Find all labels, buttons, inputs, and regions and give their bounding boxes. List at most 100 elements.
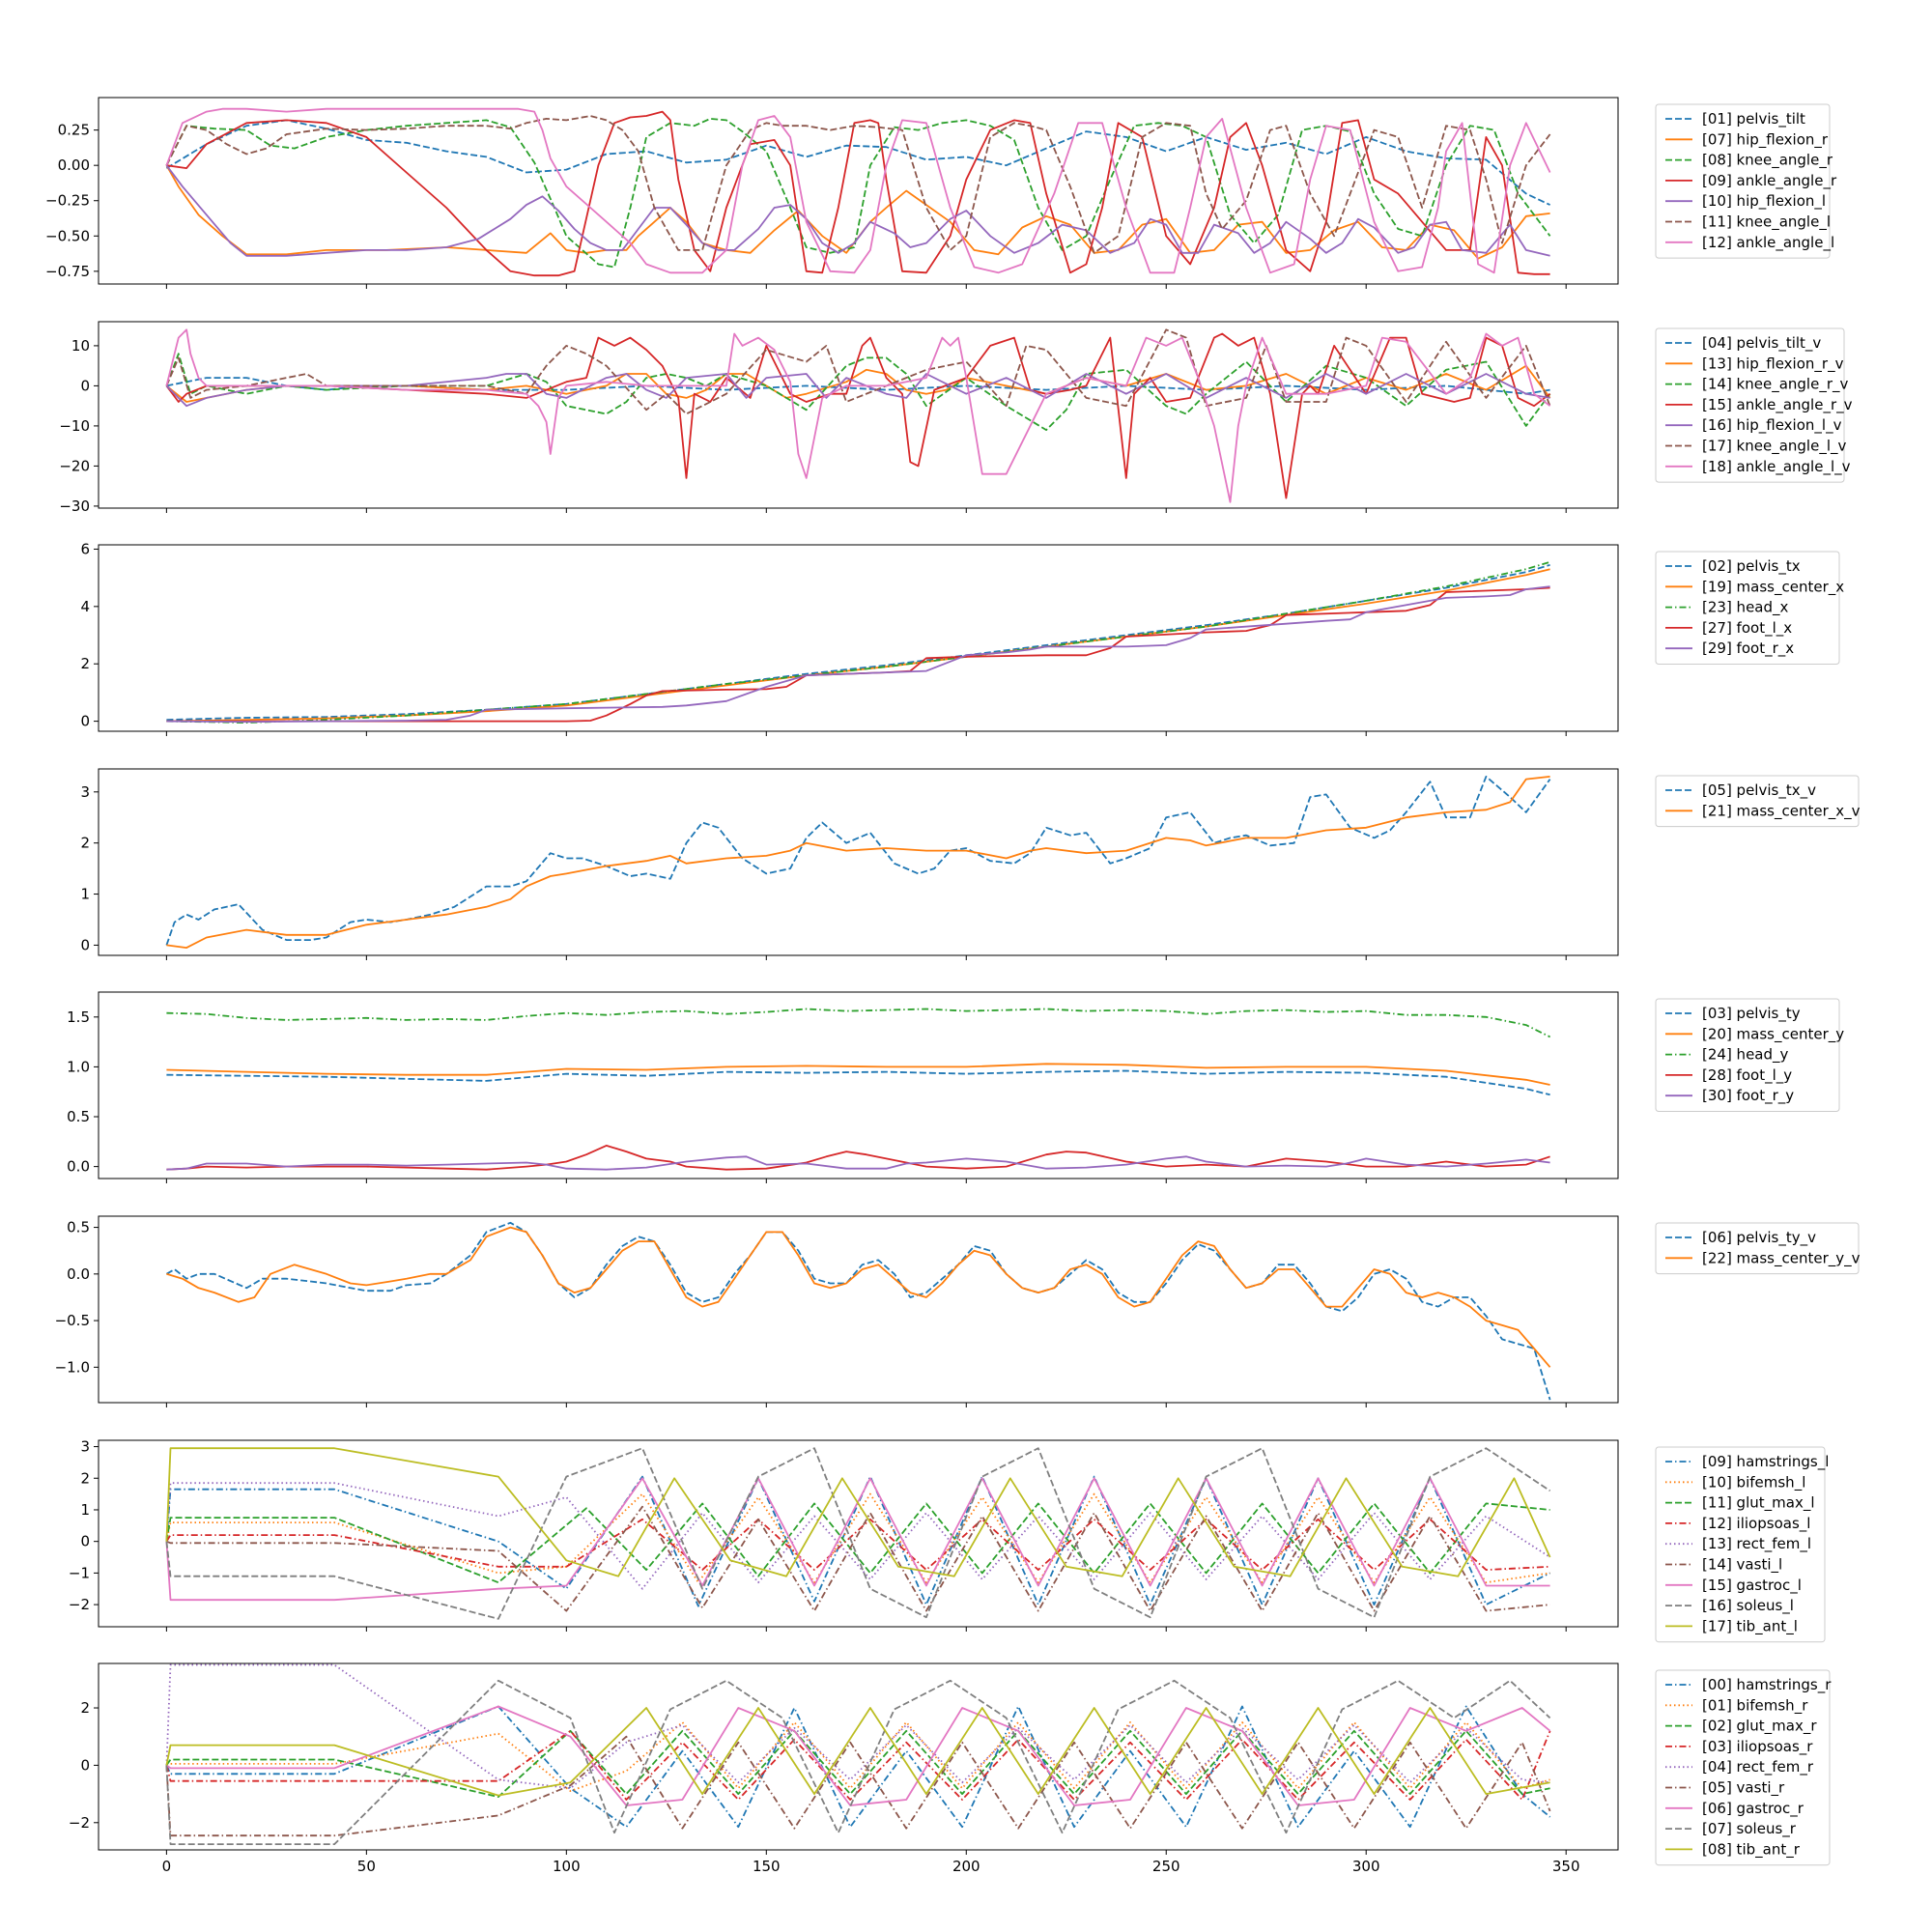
legend-label: [02] pelvis_tx xyxy=(1702,557,1801,576)
legend-label: [04] rect_fem_r xyxy=(1702,1758,1814,1776)
legend: [04] pelvis_tilt_v [13] hip_flexion_r_v [1… xyxy=(1655,327,1853,483)
axes-frame xyxy=(98,97,1619,285)
series-line-8-2 xyxy=(166,1721,1550,1792)
axes-frame xyxy=(98,1662,1619,1851)
axes-frame xyxy=(98,1439,1619,1628)
legend-label: [13] hip_flexion_r_v xyxy=(1702,355,1844,373)
series-line-2-3 xyxy=(165,353,1551,432)
y-tick-label: 4 xyxy=(80,598,90,615)
y-tick-label: 2 xyxy=(80,655,90,672)
legend: [02] pelvis_tx [19] mass_center_x [23] hea… xyxy=(1655,551,1844,665)
series-line-1-7 xyxy=(165,107,1551,274)
legend-label: [30] foot_r_y xyxy=(1702,1087,1794,1105)
series-line-7-1 xyxy=(165,1475,1550,1607)
series-line-4-2 xyxy=(166,776,1550,949)
y-tick-label: 1.0 xyxy=(67,1058,90,1075)
legend-label: [07] soleus_r xyxy=(1702,1820,1797,1838)
legend-label: [07] hip_flexion_r xyxy=(1702,130,1829,149)
series-line-7-7 xyxy=(165,1477,1550,1602)
subplot-6: 0.5 0.0 −0.5 −1.0 [06] pelvis_ty_v [22] mass_… xyxy=(55,1215,1861,1407)
y-tick-label: 0.5 xyxy=(67,1108,90,1125)
legend-label: [11] knee_angle_l xyxy=(1702,213,1831,232)
legend-label: [00] hamstrings_r xyxy=(1702,1676,1832,1694)
x-tick-label: 350 xyxy=(1552,1858,1580,1875)
y-tick-label: 2 xyxy=(80,1699,90,1717)
series-line-7-4 xyxy=(165,1518,1550,1571)
y-tick-label: 0.5 xyxy=(67,1219,90,1236)
y-tick-label: −20 xyxy=(59,457,90,474)
series-line-3-2 xyxy=(166,568,1550,723)
y-tick-label: 0.0 xyxy=(67,1158,90,1176)
series-line-8-7 xyxy=(165,1705,1551,1806)
legend: [09] hamstrings_l [10] bifemsh_l [11] glut… xyxy=(1655,1446,1829,1643)
subplot-stack: 0.250.00−0.25−0.50−0.75[01] pelvis_tilt[… xyxy=(45,97,1861,1875)
subplot-5: 1.5 1.0 0.5 0.0 [03] pelvis_ty [20] mass_cent… xyxy=(67,991,1844,1183)
x-tick-label: 0 xyxy=(162,1858,172,1875)
series-line-1-3 xyxy=(165,118,1551,269)
legend-label: [16] soleus_l xyxy=(1702,1597,1794,1615)
series-line-2-7 xyxy=(165,328,1551,503)
series-line-6-1 xyxy=(165,1221,1551,1401)
series-line-2-4 xyxy=(165,332,1551,499)
series-line-8-5 xyxy=(165,1663,1550,1790)
y-tick-label: −0.25 xyxy=(45,192,90,210)
legend-label: [13] rect_fem_l xyxy=(1702,1535,1811,1553)
y-tick-label: 3 xyxy=(80,1438,90,1456)
legend-label: [27] foot_l_x xyxy=(1702,619,1792,638)
series-line-6-2 xyxy=(166,1226,1551,1368)
legend-box xyxy=(1655,1669,1831,1866)
legend-box xyxy=(1655,551,1840,665)
subplot-1: 0.250.00−0.25−0.50−0.75[01] pelvis_tilt[… xyxy=(45,97,1837,289)
legend-label: [21] mass_center_x_v xyxy=(1702,802,1861,820)
series-line-1-4 xyxy=(166,110,1550,277)
axes-frame xyxy=(98,321,1619,509)
legend-label: [14] vasti_l xyxy=(1702,1556,1782,1575)
legend-label: [01] pelvis_tilt xyxy=(1702,110,1805,128)
series-line-5-3 xyxy=(166,1008,1550,1038)
y-tick-label: 3 xyxy=(80,783,90,801)
series-line-1-1 xyxy=(165,119,1550,206)
plot-area xyxy=(166,560,1550,724)
series-line-8-6 xyxy=(165,1735,1551,1837)
legend-label: [06] pelvis_ty_v xyxy=(1702,1229,1816,1247)
legend-label: [18] ankle_angle_l_v xyxy=(1702,458,1851,476)
y-tick-label: 6 xyxy=(80,540,90,557)
series-line-8-9 xyxy=(165,1707,1550,1797)
series-line-8-8 xyxy=(165,1679,1551,1845)
subplot-2: 10 0 −10 −20 −30 [04] pelvis_tilt_v [13] hip_f… xyxy=(59,321,1853,515)
series-line-5-5 xyxy=(166,1155,1550,1171)
y-tick-label: −30 xyxy=(59,497,90,515)
subplot-4: 3 2 1 0 [05] pelvis_tx_v [21] mass_center_x_v xyxy=(80,768,1861,960)
plot-area xyxy=(165,1221,1551,1401)
y-tick-label: 1 xyxy=(80,886,90,903)
y-tick-label: 0 xyxy=(80,1756,90,1774)
legend-label: [03] pelvis_ty xyxy=(1702,1005,1801,1023)
series-line-7-8 xyxy=(165,1447,1551,1620)
legend-label: [04] pelvis_tilt_v xyxy=(1702,334,1821,353)
y-tick-label: 0.00 xyxy=(58,156,90,174)
y-tick-label: −1.0 xyxy=(55,1358,90,1376)
subplot-8: 2 0 −2 0 50 100 150 200 250 300 350 [00] hamstrings… xyxy=(69,1662,1832,1875)
legend-label: [12] ankle_angle_l xyxy=(1702,234,1834,252)
y-tick-label: 1 xyxy=(80,1501,90,1519)
legend-label: [15] gastroc_l xyxy=(1702,1577,1802,1595)
legend-label: [10] bifemsh_l xyxy=(1702,1473,1805,1492)
legend-label: [02] glut_max_r xyxy=(1702,1718,1817,1736)
x-tick-label: 50 xyxy=(357,1858,376,1875)
series-line-3-3 xyxy=(166,560,1550,724)
legend-box xyxy=(1655,775,1860,828)
series-line-7-2 xyxy=(165,1492,1550,1584)
series-line-4-1 xyxy=(165,776,1551,946)
legend-label: [08] tib_ant_r xyxy=(1702,1840,1801,1859)
series-line-8-3 xyxy=(165,1729,1550,1798)
y-tick-label: −0.5 xyxy=(55,1312,90,1329)
legend-label: [11] glut_max_l xyxy=(1702,1494,1814,1513)
y-tick-label: −10 xyxy=(59,417,90,435)
plot-area xyxy=(165,107,1551,277)
legend-label: [06] gastroc_r xyxy=(1702,1800,1804,1818)
legend: [06] pelvis_ty_v [22] mass_center_y_v xyxy=(1655,1222,1861,1275)
legend-label: [05] pelvis_tx_v xyxy=(1702,781,1816,800)
legend-label: [17] knee_angle_l_v xyxy=(1702,438,1846,456)
y-tick-label: −1 xyxy=(69,1564,90,1581)
